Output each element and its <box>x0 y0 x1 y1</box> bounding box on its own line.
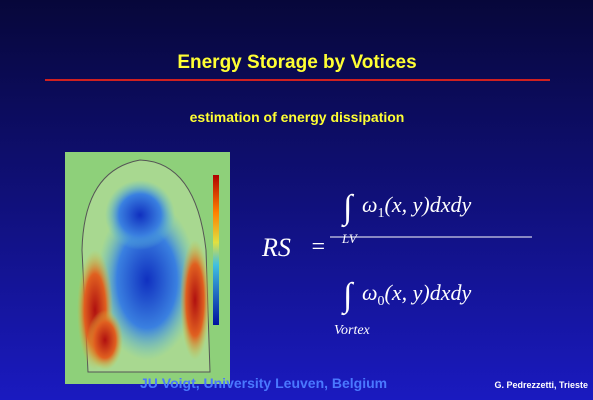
author: G. Pedrezzetti, Trieste <box>494 380 588 390</box>
symbol: ω <box>362 280 378 305</box>
page: Energy Storage by Votices estimation of … <box>0 0 593 400</box>
formula-lhs: RS <box>261 233 291 262</box>
expression: (x, y)dxdy <box>385 192 472 217</box>
expression: (x, y)dxdy <box>385 280 472 305</box>
subtitle: estimation of energy dissipation <box>190 109 405 125</box>
denominator-domain: Vortex <box>334 323 371 338</box>
subscript: 1 <box>378 206 385 221</box>
formula-equals: = <box>310 234 326 260</box>
slide: Energy Storage by Votices estimation of … <box>0 0 593 400</box>
symbol: ω <box>362 192 378 217</box>
credit: JU Voigt, University Leuven, Belgium <box>140 375 387 391</box>
title: Energy Storage by Votices <box>177 52 416 73</box>
subscript: 0 <box>378 294 385 309</box>
vortex-image <box>65 152 230 384</box>
numerator-domain: LV <box>341 231 359 246</box>
